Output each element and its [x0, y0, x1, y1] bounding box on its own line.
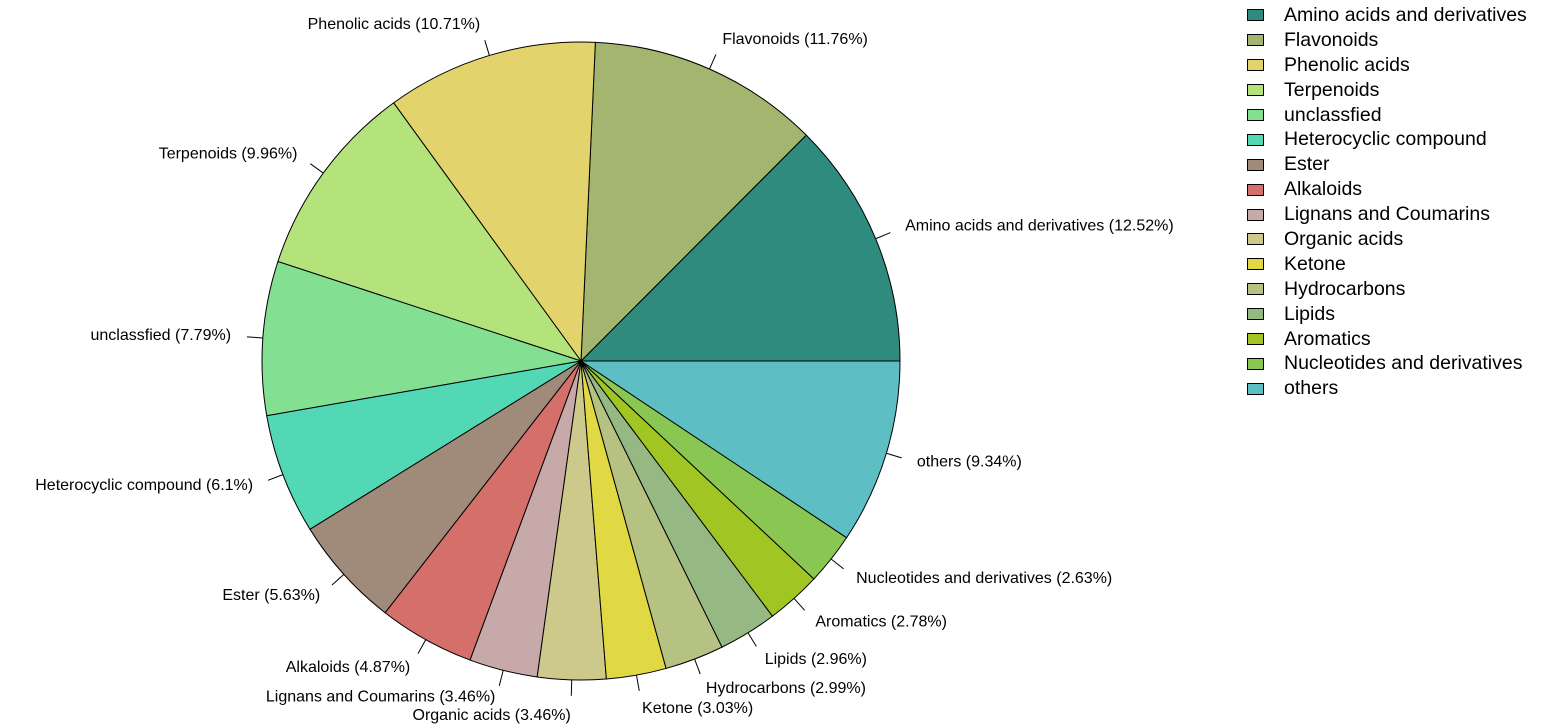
slice-label: Alkaloids (4.87%) [286, 659, 411, 676]
legend-swatch [1247, 9, 1264, 22]
slice-label: Flavonoids (11.76%) [722, 31, 868, 48]
legend-swatch [1247, 84, 1264, 97]
pie-slice [277, 102, 583, 362]
legend-item: Hydrocarbons [1247, 277, 1527, 302]
slice-label: Lignans and Coumarins (3.46%) [266, 689, 495, 706]
pie-slice [579, 134, 901, 362]
legend-label: Amino acids and derivatives [1284, 3, 1527, 26]
legend-item: Lipids [1247, 302, 1527, 327]
slice-label: Amino acids and derivatives (12.52%) [905, 218, 1174, 235]
legend-item: Amino acids and derivatives [1247, 3, 1527, 28]
legend-label: Aromatics [1284, 327, 1371, 350]
slice-label-tick [635, 675, 640, 691]
slice-label: Terpenoids (9.96%) [159, 145, 298, 162]
pie-slice [392, 41, 596, 363]
slice-label: Aromatics (2.78%) [815, 613, 947, 630]
slice-label: unclassfied (7.79%) [91, 327, 232, 344]
pie-slice [261, 260, 582, 417]
legend-item: Terpenoids [1247, 78, 1527, 103]
legend-label: Phenolic acids [1284, 53, 1410, 76]
slice-label-tick [484, 40, 490, 56]
legend-swatch [1247, 133, 1264, 146]
pie-slices [261, 41, 901, 681]
legend-label: unclassfied [1284, 103, 1382, 126]
legend-item: Ketone [1247, 252, 1527, 277]
legend-swatch [1247, 233, 1264, 246]
legend-item: Nucleotides and derivatives [1247, 351, 1527, 376]
slice-label: Ketone (3.03%) [642, 700, 753, 717]
legend-item: others [1247, 376, 1527, 401]
slice-label: Phenolic acids (10.71%) [308, 16, 481, 33]
slice-label: Hydrocarbons (2.99%) [706, 680, 866, 697]
legend-swatch [1247, 34, 1264, 47]
legend-swatch [1247, 158, 1264, 171]
legend-swatch [1247, 382, 1264, 395]
slice-label: Heterocyclic compound (6.1%) [35, 477, 253, 494]
legend-label: Lignans and Coumarins [1284, 203, 1490, 226]
legend-swatch [1247, 283, 1264, 296]
legend-swatch [1247, 258, 1264, 271]
legend-label: Ester [1284, 153, 1330, 176]
slice-label-tick [331, 573, 345, 586]
pie-slice [266, 360, 582, 530]
legend-item: Lignans and Coumarins [1247, 202, 1527, 227]
slice-label-tick [694, 658, 701, 675]
legend-item: Alkaloids [1247, 177, 1527, 202]
legend-label: Ketone [1284, 252, 1346, 275]
legend-swatch [1247, 357, 1264, 370]
legend-item: Flavonoids [1247, 28, 1527, 53]
legend-label: Lipids [1284, 302, 1335, 325]
legend-item: unclassfied [1247, 103, 1527, 128]
slice-label-tick [310, 163, 324, 174]
slice-label-tick [886, 452, 902, 459]
slice-label-tick [793, 598, 806, 611]
legend-label: Alkaloids [1284, 178, 1363, 201]
legend-item: Heterocyclic compound [1247, 127, 1527, 152]
legend-swatch [1247, 333, 1264, 346]
slice-labels: Amino acids and derivatives (12.52%) Flav… [35, 16, 1173, 724]
slice-label: Ester (5.63%) [222, 587, 320, 604]
slice-label-tick [709, 54, 717, 70]
slice-label-tick [246, 336, 263, 339]
legend-swatch [1247, 183, 1264, 196]
legend: Amino acids and derivatives Flavonoids Phe… [1247, 3, 1527, 401]
slice-label: Organic acids (3.46%) [413, 707, 571, 724]
slice-label: Nucleotides and derivatives (2.63%) [856, 570, 1112, 587]
legend-swatch [1247, 308, 1264, 321]
slice-label-ticks [246, 40, 902, 696]
legend-item: Aromatics [1247, 327, 1527, 352]
legend-label: Organic acids [1284, 227, 1404, 250]
legend-item: Ester [1247, 152, 1527, 177]
legend-label: Heterocyclic compound [1284, 128, 1487, 151]
legend-swatch [1247, 208, 1264, 221]
legend-label: Flavonoids [1284, 28, 1379, 51]
slice-label: Lipids (2.96%) [765, 651, 867, 668]
legend-swatch [1247, 109, 1264, 121]
slice-label-tick [417, 639, 427, 654]
pie-slice [579, 360, 901, 539]
legend-item: Phenolic acids [1247, 53, 1527, 78]
slice-label: others (9.34%) [917, 454, 1022, 471]
slice-label-tick [875, 232, 891, 240]
legend-label: Nucleotides and derivatives [1284, 352, 1523, 375]
legend-label: Terpenoids [1284, 78, 1380, 101]
legend-label: Hydrocarbons [1284, 277, 1406, 300]
slice-label-tick [747, 632, 757, 647]
legend-label: others [1284, 377, 1339, 400]
slice-label-tick [498, 670, 504, 686]
legend-swatch [1247, 59, 1264, 72]
slice-label-tick [830, 558, 844, 570]
legend-item: Organic acids [1247, 227, 1527, 252]
slice-label-tick [267, 474, 284, 481]
